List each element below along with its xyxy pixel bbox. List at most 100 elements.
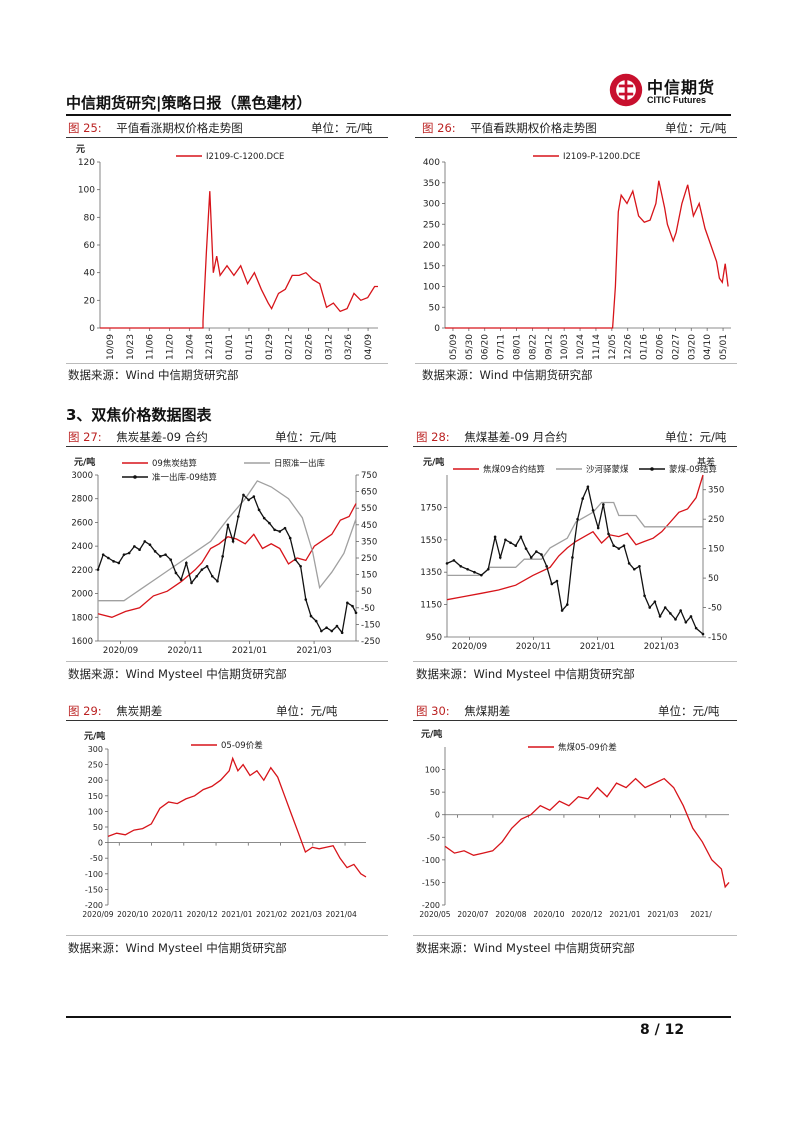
x-tick-label: 2021/01 [232,646,267,656]
x-tick-label: 10/03 [560,334,570,360]
series-point [596,526,600,530]
x-tick-label: 04/09 [364,334,374,360]
y-axis-label: 元/吨 [84,730,105,742]
y-tick-label: 950 [426,633,442,643]
series-point [571,556,574,559]
series-point [669,612,672,615]
fig30-chart: 元/吨 -200 -150 -100 -50 0 50 100 2020/05 2020/07 20… [419,728,730,919]
x-tick-label: 2020/11 [167,646,202,656]
y2-tick-label: 550 [361,504,377,514]
fig26-chart: 0 50 100 150 200 250 300 350 400 05/09 05/30 06/20 0… [423,152,731,360]
y-tick-label: 1750 [420,503,442,513]
series-point [288,536,292,540]
fig25-chart: 元 0 20 40 60 80 100 120 10/09 10/23 11/06 11/20 12/0… [76,144,378,360]
fig30-caption: 图 30: 焦煤期差 [416,703,510,719]
series-point [221,555,224,558]
x-tick-label: 03/26 [344,334,354,360]
series-point [200,568,204,571]
legend-label-0: 焦煤09合约结算 [483,464,545,475]
series-point [576,517,579,521]
series-point [325,626,328,630]
x-tick-label: 07/11 [497,334,507,360]
y-tick-label: 1150 [420,601,442,611]
series-line-0 [97,503,357,618]
y-axis-label: 元 [76,144,85,155]
fig26-src-rule [415,363,737,364]
series-point [632,567,636,571]
series-point [231,540,235,543]
series-point [648,606,652,609]
y-tick-label: 100 [88,807,103,816]
x-tick-label: 12/04 [185,334,195,360]
series-point [452,559,456,562]
y-tick-label: 0 [98,839,103,848]
fig30-source: 数据来源：Wind Mysteel 中信期货研究部 [416,941,635,955]
series-point [299,565,302,568]
fig25-rule [66,137,388,138]
fig27-chart: 元/吨 1600 1800 2000 2200 2400 2600 2800 3000 -250 -… [71,456,380,656]
fig27-rule [66,446,388,447]
series-point [354,611,358,615]
y-tick-label: 1550 [420,536,442,546]
fig27-unit: 单位：元/吨 [275,430,337,444]
y2-tick-label: 50 [708,574,719,584]
fig30-rule [413,720,737,721]
fig29-source: 数据来源：Wind Mysteel 中信期货研究部 [68,941,287,955]
fig28-title: 焦煤基差-09 月合约 [464,430,568,444]
fig26-title: 平值看跌期权价格走势图 [470,121,597,135]
y2-tick-label: -50 [361,604,375,614]
series-point [555,579,559,583]
citic-logo-icon [609,73,643,107]
series-point [148,543,152,547]
x-tick-label: 10/23 [126,334,136,360]
x-tick-label: 2021/01 [221,910,252,919]
series-point [262,516,266,520]
report-title: 中信期货研究|策略日报（黑色建材） [66,94,312,112]
series-point [540,553,543,556]
series-point [309,614,313,618]
series-point [320,629,323,633]
x-tick-label: 2020/11 [516,642,551,652]
series-point [205,565,209,568]
series-point [524,547,528,550]
y-tick-label: 60 [84,241,96,251]
y2-tick-label: 350 [361,537,377,547]
series-point [638,565,641,568]
y-tick-label: 40 [84,269,96,279]
series-point [294,558,297,561]
series-point [304,598,308,601]
series-point [560,609,564,612]
x-tick-label: 2020/09 [452,642,487,652]
x-tick-label: 05/09 [449,334,459,360]
fig29-title: 焦炭期差 [116,704,163,718]
series-point [627,562,631,565]
fig28-number: 图 28: [416,430,450,444]
y2-tick-label: 750 [361,471,377,481]
series-point [550,582,554,586]
fig26-unit: 单位：元/吨 [665,121,727,135]
x-tick-label: 02/26 [305,334,315,360]
y-tick-label: 0 [89,324,95,334]
series-point [684,620,688,624]
fig27-caption: 图 27: 焦炭基差-09 合约 [68,429,208,445]
series-point [169,558,173,561]
fig26-source: 数据来源：Wind 中信期货研究部 [422,368,593,382]
series-point [122,553,126,556]
series-line-0 [446,474,704,601]
series-point [330,629,334,633]
series-point [153,550,157,553]
y2-tick-label: 350 [708,486,724,496]
fig30-number: 图 30: [416,704,450,718]
y-tick-label: 350 [423,179,440,189]
fig28-caption: 图 28: 焦煤基差-09 月合约 [416,429,567,445]
series-point [159,555,162,558]
series-point [247,498,250,502]
x-tick-label: 10/24 [576,334,586,360]
x-tick-label: 03/12 [324,334,334,360]
series-point [127,551,131,555]
y-axis-label: 元/吨 [74,456,95,468]
y-tick-label: -100 [422,856,440,865]
fig25-caption: 图 25: 平值看涨期权价格走势图 [68,120,243,136]
series-point [514,544,518,547]
series-point [663,606,667,609]
